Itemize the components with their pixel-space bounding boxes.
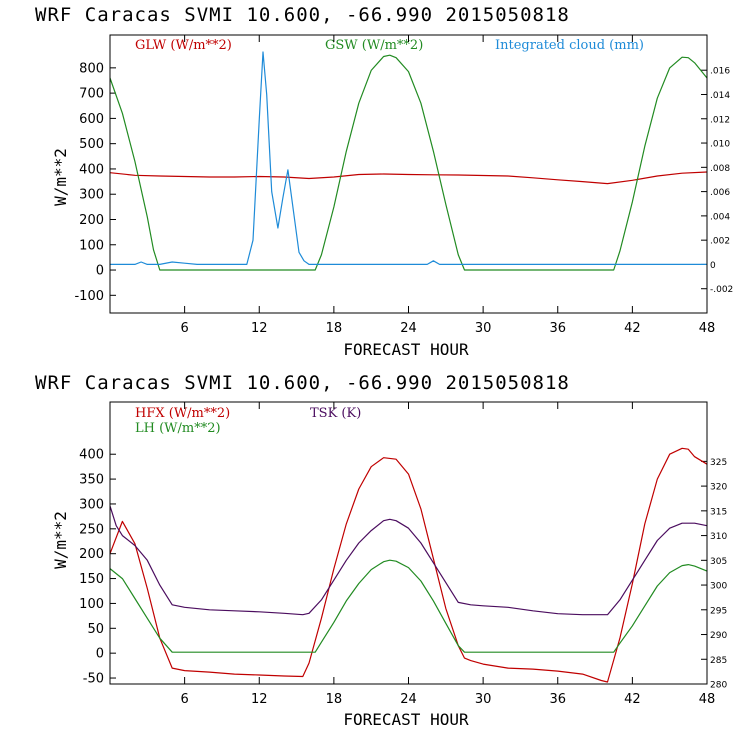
chart-1-legend: GLW (W/m**2) GSW (W/m**2) Integrated clo… <box>135 38 644 53</box>
y2-tick-label: 0 <box>710 261 716 271</box>
chart-1-title: WRF Caracas SVMI 10.600, -66.990 2015050… <box>35 4 570 26</box>
chart-2-y-tick-labels: -50 0 50 100 150 200 250 300 350 400 <box>79 448 116 687</box>
x-tick-label: 36 <box>549 692 566 707</box>
x-tick-label: 6 <box>180 321 188 336</box>
chart-2-series <box>109 447 708 683</box>
chart-2-x-tick-labels: 6 12 18 24 30 36 42 48 <box>180 402 715 707</box>
chart-1-x-axis-label: FORECAST HOUR <box>343 340 469 359</box>
y2-tick-label: 285 <box>710 656 727 666</box>
x-tick-label: 18 <box>326 321 343 336</box>
chart-1-frame <box>109 34 708 314</box>
chart-2-y-axis-label: W/m**2 <box>51 511 70 569</box>
series-line-glw <box>109 171 708 185</box>
y-tick-label: 400 <box>79 162 104 177</box>
series-line-tsk <box>109 505 708 616</box>
y-tick-label: -100 <box>74 289 104 304</box>
y-tick-label: 50 <box>87 622 104 637</box>
y2-tick-label: .006 <box>710 188 730 198</box>
legend-item: Integrated cloud (mm) <box>495 38 644 53</box>
y-tick-label: 0 <box>96 647 104 662</box>
chart-2-right-tick-labels: 280 285 290 295 300 305 310 315 320 325 <box>701 458 727 691</box>
x-tick-label: 42 <box>624 321 641 336</box>
y2-tick-label: .012 <box>710 115 730 125</box>
chart-2-legend: HFX (W/m**2) LH (W/m**2) TSK (K) <box>135 406 361 436</box>
y-tick-label: 200 <box>79 213 104 228</box>
y-tick-label: 250 <box>79 522 104 537</box>
y2-tick-label: 310 <box>710 532 727 542</box>
legend-item: HFX (W/m**2) <box>135 406 230 421</box>
x-tick-label: 48 <box>699 692 716 707</box>
chart-1-x-tick-labels: 6 12 18 24 30 36 42 48 <box>180 35 715 336</box>
x-tick-label: 6 <box>180 692 188 707</box>
chart-1-right-tick-labels: -.002 0 .002 .004 .006 .008 .010 .012 .014 .016 <box>701 67 733 295</box>
x-tick-label: 42 <box>624 692 641 707</box>
y2-tick-label: 290 <box>710 631 727 641</box>
legend-item: TSK (K) <box>310 406 361 421</box>
y2-tick-label: .008 <box>710 164 730 174</box>
x-tick-label: 12 <box>251 692 268 707</box>
x-tick-label: 36 <box>549 321 566 336</box>
y2-tick-label: -.002 <box>710 285 733 295</box>
y2-tick-label: .016 <box>710 67 730 77</box>
chart-2-x-axis-label: FORECAST HOUR <box>343 710 469 729</box>
y-tick-label: 150 <box>79 572 104 587</box>
y-tick-label: 300 <box>79 497 104 512</box>
series-line-hfx <box>109 447 708 683</box>
y-tick-label: 500 <box>79 137 104 152</box>
y-tick-label: 700 <box>79 87 104 102</box>
x-tick-label: 12 <box>251 321 268 336</box>
y-tick-label: 100 <box>79 597 104 612</box>
chart-2-frame <box>109 401 708 685</box>
x-tick-label: 30 <box>475 321 492 336</box>
x-tick-label: 48 <box>699 321 716 336</box>
x-tick-label: 18 <box>326 692 343 707</box>
chart-1-series <box>109 51 708 271</box>
y2-tick-label: 315 <box>710 507 727 517</box>
y-tick-label: 400 <box>79 448 104 463</box>
legend-item: GSW (W/m**2) <box>325 38 423 53</box>
y2-tick-label: 320 <box>710 483 727 493</box>
series-line-lh <box>109 559 708 653</box>
y-tick-label: -50 <box>83 672 104 687</box>
x-tick-label: 24 <box>400 692 417 707</box>
y-tick-label: 800 <box>79 61 104 76</box>
y2-tick-label: 280 <box>710 681 727 691</box>
y-tick-label: 100 <box>79 238 104 253</box>
y2-tick-label: .004 <box>710 212 730 222</box>
legend-item: LH (W/m**2) <box>135 421 221 436</box>
chart-2-title: WRF Caracas SVMI 10.600, -66.990 2015050… <box>35 372 570 394</box>
y-tick-label: 300 <box>79 188 104 203</box>
series-line-gsw <box>109 54 708 271</box>
y2-tick-label: 325 <box>710 458 727 468</box>
y2-tick-label: .002 <box>710 237 730 247</box>
x-tick-label: 30 <box>475 692 492 707</box>
y2-tick-label: .014 <box>710 91 730 101</box>
y-tick-label: 350 <box>79 473 104 488</box>
x-tick-label: 24 <box>400 321 417 336</box>
y-tick-label: 0 <box>96 264 104 279</box>
chart-1-y-tick-labels: -100 0 100 200 300 400 500 600 700 800 <box>74 61 116 304</box>
chart-1-y-axis-label: W/m**2 <box>51 148 70 206</box>
y-tick-label: 600 <box>79 112 104 127</box>
series-line-integrated <box>110 51 707 265</box>
y-tick-label: 200 <box>79 547 104 562</box>
y2-tick-label: .010 <box>710 140 730 150</box>
legend-item: GLW (W/m**2) <box>135 38 232 53</box>
y2-tick-label: 300 <box>710 582 727 592</box>
y2-tick-label: 305 <box>710 557 727 567</box>
y2-tick-label: 295 <box>710 606 727 616</box>
